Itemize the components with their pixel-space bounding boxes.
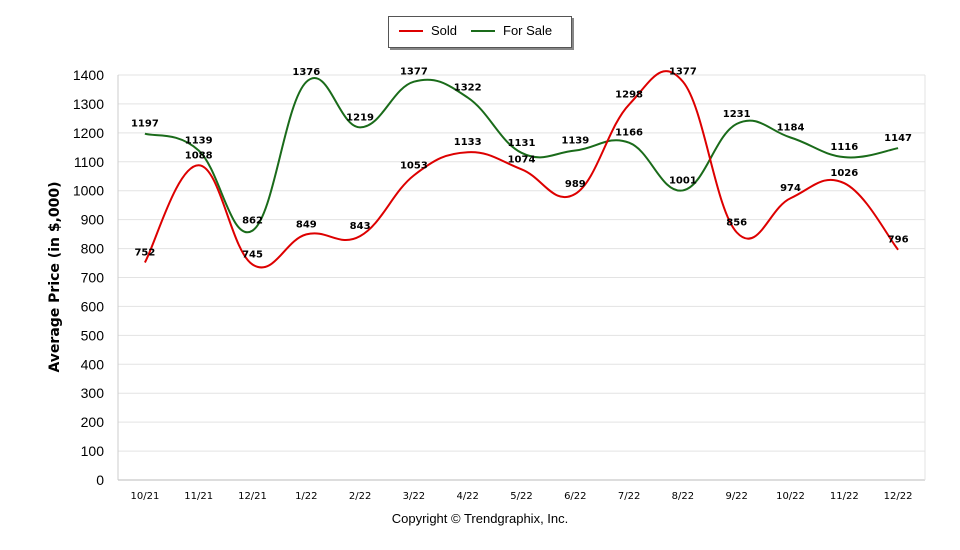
y-tick-label: 900	[81, 212, 105, 228]
data-label-for-sale: 1139	[185, 136, 213, 147]
legend: Sold For Sale	[388, 16, 572, 48]
x-tick-label: 7/22	[618, 491, 640, 502]
data-label-sold: 796	[888, 235, 909, 246]
y-tick-label: 400	[81, 356, 105, 372]
data-label-sold: 974	[780, 183, 801, 194]
y-tick-label: 600	[81, 298, 105, 314]
x-tick-label: 8/22	[672, 491, 694, 502]
x-tick-label: 10/22	[776, 491, 805, 502]
x-tick-label: 12/22	[884, 491, 913, 502]
data-label-for-sale: 1184	[777, 122, 805, 133]
data-label-for-sale: 1001	[669, 175, 697, 186]
y-tick-label: 500	[81, 327, 105, 343]
x-tick-label: 9/22	[725, 491, 747, 502]
y-tick-label: 700	[81, 270, 105, 286]
legend-swatch-sold	[399, 29, 423, 32]
series-line-sold	[144, 70, 899, 269]
y-tick-label: 1400	[73, 67, 104, 83]
data-label-for-sale: 1197	[131, 119, 159, 130]
y-tick-label: 100	[81, 443, 105, 459]
data-label-for-sale: 1147	[884, 133, 912, 144]
y-tick-label: 1200	[73, 125, 104, 141]
data-label-sold: 1053	[400, 160, 428, 171]
data-label-sold: 1298	[615, 90, 643, 101]
data-label-for-sale: 1376	[292, 67, 320, 78]
data-label-sold: 745	[242, 249, 263, 260]
data-label-for-sale: 1131	[508, 138, 536, 149]
data-label-sold: 1088	[185, 150, 213, 161]
legend-label-for-sale: For Sale	[503, 23, 553, 38]
data-label-for-sale: 1166	[615, 128, 643, 139]
y-tick-label: 800	[81, 241, 105, 257]
x-tick-label: 6/22	[564, 491, 586, 502]
data-label-for-sale: 1116	[830, 142, 858, 153]
y-tick-label: 300	[81, 385, 105, 401]
data-label-sold: 1074	[508, 154, 536, 165]
y-tick-label: 200	[81, 414, 105, 430]
x-tick-label: 11/21	[184, 491, 213, 502]
y-tick-label: 1100	[74, 154, 104, 170]
x-tick-label: 2/22	[349, 491, 371, 502]
x-tick-label: 4/22	[456, 491, 478, 502]
x-tick-label: 5/22	[510, 491, 532, 502]
copyright: Copyright © Trendgraphix, Inc.	[391, 511, 569, 526]
data-label-sold: 752	[134, 247, 155, 258]
data-label-sold: 1133	[454, 137, 482, 148]
y-tick-label: 1300	[73, 96, 104, 112]
legend-label-sold: Sold	[431, 23, 458, 38]
data-label-sold: 1377	[669, 67, 697, 78]
x-tick-label: 11/22	[830, 491, 859, 502]
data-label-for-sale: 1231	[723, 109, 751, 120]
series-line-for-sale	[144, 77, 899, 234]
x-tick-label: 12/21	[238, 491, 267, 502]
y-tick-label: 1000	[73, 183, 104, 199]
legend-item-for-sale: For Sale	[471, 23, 552, 38]
legend-swatch-for-sale	[471, 29, 495, 32]
y-axis-label: Average Price (in $,000)	[47, 181, 63, 373]
data-label-sold: 843	[350, 221, 371, 232]
data-label-sold: 849	[296, 219, 317, 230]
data-label-for-sale: 862	[242, 216, 263, 227]
data-label-for-sale: 1139	[561, 136, 589, 147]
data-label-sold: 989	[565, 179, 586, 190]
data-label-for-sale: 1322	[454, 83, 482, 94]
x-tick-label: 1/22	[295, 491, 317, 502]
x-tick-label: 10/21	[130, 491, 159, 502]
y-tick-label: 0	[96, 472, 104, 488]
data-label-for-sale: 1377	[400, 67, 428, 78]
x-tick-label: 3/22	[403, 491, 425, 502]
data-label-sold: 856	[726, 217, 747, 228]
data-label-for-sale: 1219	[346, 112, 374, 123]
data-label-sold: 1026	[830, 168, 858, 179]
legend-item-sold: Sold	[399, 23, 457, 38]
